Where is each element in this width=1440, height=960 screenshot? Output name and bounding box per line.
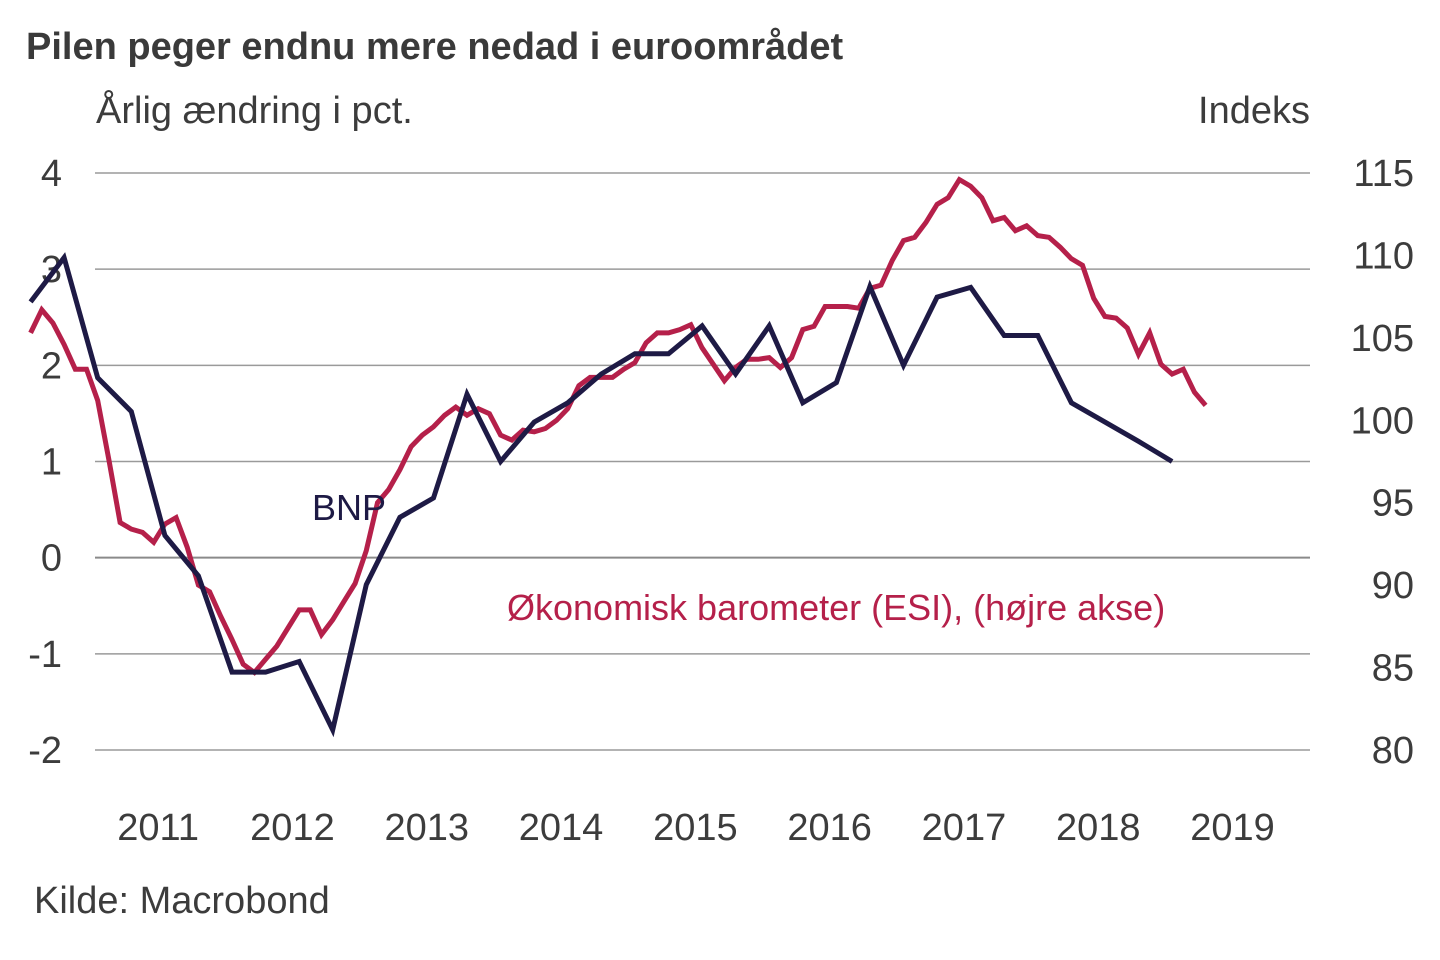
right-tick-label: 95 [1372, 483, 1414, 525]
x-tick-label: 2012 [250, 807, 335, 849]
x-tick-label: 2014 [519, 807, 604, 849]
x-tick-label: 2011 [117, 807, 199, 849]
left-tick-label: 4 [41, 153, 62, 195]
right-axis-ticks: 115 110 105 100 95 90 85 80 [1351, 153, 1414, 772]
left-tick-label: -1 [28, 634, 62, 676]
source-note: Kilde: Macrobond [34, 880, 330, 922]
series-label-bnp: BNP [312, 487, 386, 528]
chart-title: Pilen peger endnu mere nedad i euroområd… [26, 26, 844, 68]
right-tick-label: 100 [1351, 400, 1414, 442]
x-tick-label: 2018 [1056, 807, 1141, 849]
series-lines [28, 176, 1208, 738]
left-tick-label: 0 [41, 538, 62, 580]
right-tick-label: 85 [1372, 648, 1414, 690]
x-tick-label: 2015 [653, 807, 738, 849]
series-label-esi: Økonomisk barometer (ESI), (højre akse) [507, 587, 1165, 628]
gridlines [95, 172, 1310, 751]
right-tick-label: 80 [1372, 730, 1414, 772]
right-tick-label: 110 [1353, 235, 1414, 277]
left-tick-label: 1 [41, 442, 62, 484]
left-axis-label: Årlig ændring i pct. [96, 90, 413, 132]
x-tick-label: 2019 [1190, 807, 1275, 849]
x-tick-label: 2013 [384, 807, 469, 849]
series-line-bnp [28, 252, 1174, 738]
right-tick-label: 105 [1351, 318, 1414, 360]
right-tick-label: 115 [1353, 153, 1414, 195]
series-line-esi [28, 176, 1208, 676]
right-axis-label: Indeks [1198, 90, 1310, 132]
x-tick-label: 2016 [787, 807, 872, 849]
left-tick-label: -2 [28, 730, 62, 772]
right-tick-label: 90 [1372, 565, 1414, 607]
x-tick-label: 2017 [922, 807, 1007, 849]
left-tick-label: 2 [41, 345, 62, 387]
x-axis-ticks: 2011 2012 2013 2014 2015 2016 2017 2018 2019 [117, 807, 1275, 849]
